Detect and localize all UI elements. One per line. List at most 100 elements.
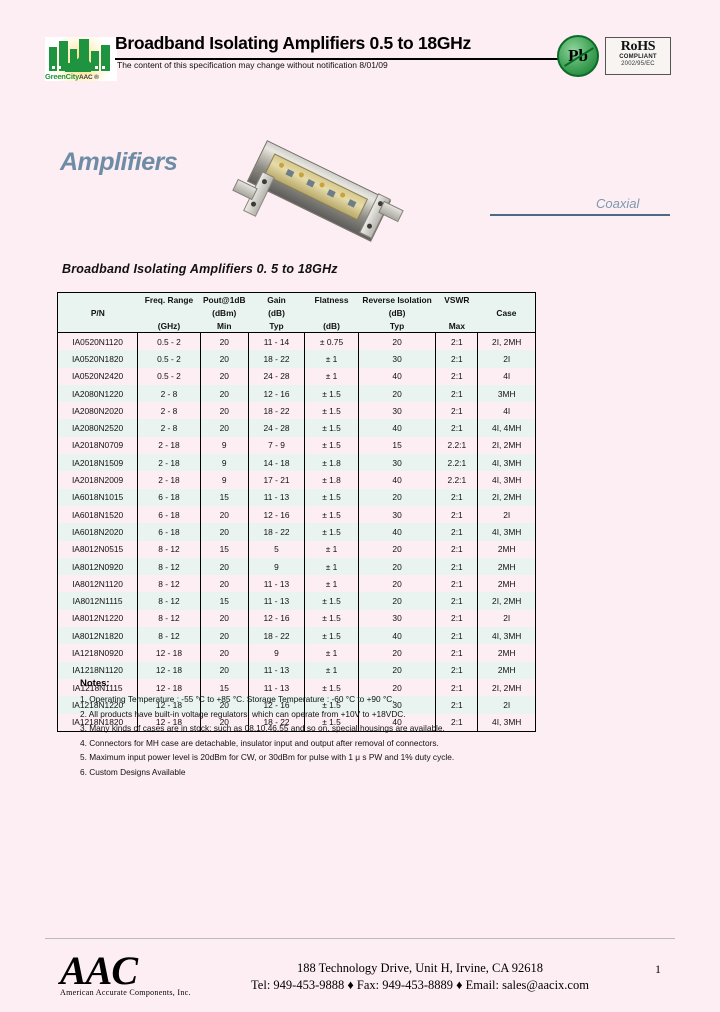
cell-flatness: ± 1 bbox=[304, 557, 359, 576]
th-flatness-unit: (dB) bbox=[304, 319, 359, 333]
table-row: IA6018N1015 6 - 18 15 11 - 13 ± 1.5 20 2:1 2I, … bbox=[58, 488, 535, 506]
cell-vswr: 2.2:1 bbox=[435, 454, 479, 472]
cell-reverse-isolation: 40 bbox=[358, 523, 437, 541]
cell-case: 2MH bbox=[497, 647, 516, 658]
cell-gain: 9 bbox=[248, 557, 306, 576]
cell-flatness: ± 1.8 bbox=[304, 471, 359, 489]
cell-reverse-isolation: 20 bbox=[358, 488, 437, 506]
cell-case: 2I, 2MH bbox=[492, 682, 522, 693]
specifications-table-wrapper: Freq. Range Pout@1dB Gain Flatness Rever… bbox=[57, 292, 536, 732]
table-row: IA2080N2020 2 - 8 20 18 - 22 ± 1.5 30 2:1 4I bbox=[58, 402, 535, 420]
cell-flatness: ± 1.5 bbox=[304, 436, 359, 455]
cell-vswr: 2:1 bbox=[435, 678, 479, 697]
cell-reverse-isolation: 20 bbox=[358, 678, 437, 697]
cell-case: 2I bbox=[503, 699, 511, 710]
cell-flatness: ± 1.8 bbox=[304, 454, 359, 472]
cell-vswr: 2:1 bbox=[435, 350, 479, 368]
cell-vswr: 2:1 bbox=[435, 367, 479, 385]
cell-gain: 18 - 22 bbox=[248, 713, 306, 731]
table-row: IA1218N0920 12 - 18 20 9 ± 1 20 2:1 2MH bbox=[58, 644, 535, 662]
cell-vswr: 2:1 bbox=[435, 540, 479, 558]
cell-reverse-isolation: 40 bbox=[358, 471, 437, 489]
table-row: IA2018N2009 2 - 18 9 17 - 21 ± 1.8 40 2.2:1 4I,… bbox=[58, 471, 535, 489]
cell-reverse-isolation: 40 bbox=[358, 419, 437, 437]
cell-reverse-isolation: 20 bbox=[358, 540, 437, 558]
cell-flatness: ± 0.75 bbox=[304, 332, 359, 351]
cell-freq-range: 2 - 8 bbox=[137, 419, 201, 437]
th-flatness: Flatness bbox=[304, 293, 359, 306]
cell-pn: IA1218N0920 bbox=[58, 644, 139, 662]
table-row: IA6018N2020 6 - 18 20 18 - 22 ± 1.5 40 2:1 4I, … bbox=[58, 523, 535, 541]
page-number: 1 bbox=[655, 962, 661, 976]
cell-gain: 7 - 9 bbox=[248, 436, 306, 455]
th-vswr-max: Max bbox=[435, 319, 478, 333]
cell-pn: IA2080N2020 bbox=[58, 402, 139, 420]
cell-pn: IA2018N0709 bbox=[58, 436, 139, 455]
footer-contact-block: 188 Technology Drive, Unit H, Irvine, CA… bbox=[210, 960, 630, 994]
cell-freq-range: 0.5 - 2 bbox=[137, 350, 201, 368]
cell-pout: 9 bbox=[200, 436, 249, 455]
th-revisol-typ: Typ bbox=[358, 319, 436, 333]
page-title: Broadband Isolating Amplifiers 0.5 to 18… bbox=[115, 33, 471, 53]
cell-case: 2I, 2MH bbox=[492, 492, 522, 503]
cell-vswr: 2:1 bbox=[435, 609, 479, 628]
cell-freq-range: 12 - 18 bbox=[137, 678, 201, 697]
note-item: 5. Maximum input power level is 20dBm fo… bbox=[80, 752, 455, 762]
cell-flatness: ± 1.5 bbox=[304, 505, 359, 524]
th-revisol-unit: (dB) bbox=[358, 306, 436, 319]
table-header-row-2: P/N (dBm) (dB) (dB) Case bbox=[58, 306, 535, 319]
cell-vswr: 2:1 bbox=[435, 523, 479, 541]
cell-vswr: 2:1 bbox=[435, 505, 479, 524]
cell-case: 2I bbox=[503, 613, 511, 624]
cell-case: 4I, 3MH bbox=[492, 630, 522, 641]
th-case: Case bbox=[477, 306, 535, 319]
th-blank-1 bbox=[58, 293, 138, 306]
rohs-compliant-label: COMPLIANT bbox=[619, 54, 657, 60]
cell-gain: 12 - 16 bbox=[248, 609, 306, 628]
table-row: IA1218N1820 12 - 18 20 18 - 22 ± 1.5 40 2:1 4I,… bbox=[58, 713, 535, 731]
aac-company-name: American Accurate Components, Inc. bbox=[60, 988, 191, 997]
cell-reverse-isolation: 20 bbox=[358, 592, 437, 610]
cell-gain: 9 bbox=[248, 644, 306, 662]
cell-gain: 18 - 22 bbox=[248, 627, 306, 645]
table-row: IA8012N0515 8 - 12 15 5 ± 1 20 2:1 2MH bbox=[58, 540, 535, 558]
table-row: IA8012N1220 8 - 12 20 12 - 16 ± 1.5 30 2:1 2I bbox=[58, 609, 535, 628]
cell-pout: 15 bbox=[200, 540, 249, 558]
cell-freq-range: 0.5 - 2 bbox=[137, 332, 201, 351]
cell-gain: 5 bbox=[248, 540, 306, 558]
footer-divider bbox=[45, 938, 675, 939]
cell-case: 2I bbox=[503, 509, 511, 520]
cell-pn: IA8012N1120 bbox=[58, 575, 139, 593]
cell-flatness: ± 1 bbox=[304, 540, 359, 558]
table-row: IA0520N1120 0.5 - 2 20 11 - 14 ± 0.75 20 2:1 2I… bbox=[58, 332, 535, 351]
cell-freq-range: 8 - 12 bbox=[137, 609, 201, 628]
cell-flatness: ± 1 bbox=[304, 661, 359, 679]
table-row: IA8012N1115 8 - 12 15 11 - 13 ± 1.5 20 2:1 2I, … bbox=[58, 592, 535, 610]
table-row: IA0520N1820 0.5 - 2 20 18 - 22 ± 1 30 2:1 2I bbox=[58, 350, 535, 368]
cell-freq-range: 8 - 12 bbox=[137, 592, 201, 610]
cell-vswr: 2.2:1 bbox=[435, 436, 479, 455]
header-disclaimer: The content of this specification may ch… bbox=[117, 60, 388, 70]
cell-reverse-isolation: 40 bbox=[358, 367, 437, 385]
cell-freq-range: 6 - 18 bbox=[137, 523, 201, 541]
cell-flatness: ± 1.5 bbox=[304, 488, 359, 506]
cell-gain: 18 - 22 bbox=[248, 402, 306, 420]
cell-pout: 15 bbox=[200, 592, 249, 610]
table-row: IA2080N1220 2 - 8 20 12 - 16 ± 1.5 20 2:1 3MH bbox=[58, 384, 535, 403]
note-item: 3. Many kinds of cases are in stock; suc… bbox=[80, 723, 445, 733]
th-blank-5 bbox=[435, 306, 478, 319]
table-row: IA1218N1220 12 - 18 20 12 - 16 ± 1.5 30 2:1 2I bbox=[58, 696, 535, 714]
cell-reverse-isolation: 40 bbox=[358, 713, 437, 731]
cell-pn: IA0520N1120 bbox=[58, 332, 139, 351]
cell-pout: 20 bbox=[200, 350, 249, 368]
cell-pn: IA0520N2420 bbox=[58, 367, 139, 385]
cell-gain: 24 - 28 bbox=[248, 367, 306, 385]
cell-flatness: ± 1 bbox=[304, 575, 359, 593]
cell-flatness: ± 1.5 bbox=[304, 696, 359, 714]
greencity-label: GreenCityAAC ® bbox=[45, 72, 99, 81]
notes-section: Notes: 1. Operating Temperature : -55 °C… bbox=[80, 678, 550, 781]
page-header: GreenCityAAC ® Broadband Isolating Ampli… bbox=[45, 33, 675, 85]
coaxial-underline bbox=[490, 214, 670, 216]
amplifier-product-photo bbox=[228, 140, 408, 250]
cell-gain: 11 - 14 bbox=[248, 332, 306, 351]
